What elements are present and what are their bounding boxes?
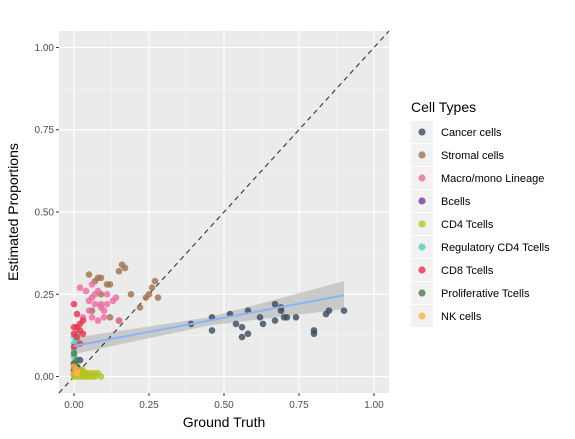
legend-label-bcells: Bcells bbox=[441, 196, 471, 208]
legend-marker-nk-cells bbox=[418, 312, 426, 320]
point-nk-cells bbox=[73, 369, 81, 377]
point-cd8-tcells bbox=[73, 310, 81, 318]
point-macro-mono-lineage bbox=[85, 307, 93, 315]
identity-line bbox=[58, 30, 390, 394]
point-stromal-cells bbox=[121, 264, 129, 272]
point-cancer-cells bbox=[340, 307, 348, 315]
y-tick-label: 0.00 bbox=[35, 372, 55, 383]
legend-label-nk-cells: NK cells bbox=[441, 311, 482, 323]
point-cancer-cells bbox=[325, 307, 333, 315]
point-cd8-tcells bbox=[79, 317, 87, 324]
points-layer bbox=[70, 261, 348, 380]
point-macro-mono-lineage bbox=[76, 284, 84, 291]
point-stromal-cells bbox=[106, 314, 114, 321]
point-macro-mono-lineage bbox=[115, 317, 123, 324]
x-tick-label: 0.75 bbox=[289, 400, 309, 411]
point-cancer-cells bbox=[259, 320, 267, 328]
point-macro-mono-lineage bbox=[94, 317, 102, 324]
legend-marker-regulatory-cd4-tcells bbox=[418, 243, 426, 251]
legend-marker-cancer-cells bbox=[418, 128, 426, 136]
y-tick-label: 0.75 bbox=[35, 125, 55, 136]
point-macro-mono-lineage bbox=[103, 290, 111, 298]
point-stromal-cells bbox=[154, 294, 162, 301]
point-cancer-cells bbox=[283, 314, 291, 321]
point-macro-mono-lineage bbox=[91, 300, 99, 308]
identity-line-layer bbox=[58, 30, 390, 394]
x-tick-label: 1.00 bbox=[364, 400, 384, 411]
point-macro-mono-lineage bbox=[88, 281, 96, 288]
legend-marker-cd4-tcells bbox=[418, 220, 426, 228]
point-cancer-cells bbox=[277, 307, 285, 315]
legend-label-cd4-tcells: CD4 Tcells bbox=[441, 219, 494, 231]
legend-label-regulatory-cd4-tcells: Regulatory CD4 Tcells bbox=[441, 242, 550, 254]
legend-marker-proliferative-tcells bbox=[418, 289, 426, 297]
point-stromal-cells bbox=[106, 281, 114, 288]
regression-line bbox=[73, 294, 345, 347]
point-proliferative-tcells bbox=[70, 350, 78, 357]
point-stromal-cells bbox=[115, 267, 123, 275]
point-proliferative-tcells bbox=[73, 356, 81, 364]
point-macro-mono-lineage bbox=[85, 297, 93, 305]
point-cd8-tcells bbox=[79, 330, 87, 338]
point-macro-mono-lineage bbox=[112, 294, 120, 301]
x-tick-label: 0.00 bbox=[64, 400, 84, 411]
point-cancer-cells bbox=[271, 317, 279, 324]
point-cancer-cells bbox=[310, 327, 318, 334]
regression-line-layer bbox=[73, 294, 345, 347]
legend: Cell Types Cancer cells Stromal cells Macr… bbox=[411, 99, 550, 327]
legend-marker-bcells bbox=[418, 197, 426, 205]
legend-label-cancer-cells: Cancer cells bbox=[441, 127, 502, 139]
point-macro-mono-lineage bbox=[94, 287, 102, 295]
point-cd8-tcells bbox=[73, 333, 81, 341]
point-nk-cells bbox=[70, 363, 78, 370]
point-stromal-cells bbox=[151, 277, 159, 285]
legend-label-macro-mono-lineage: Macro/mono Lineage bbox=[441, 173, 544, 185]
point-macro-mono-lineage bbox=[103, 300, 111, 308]
y-tick-label: 0.50 bbox=[35, 208, 55, 219]
point-macro-mono-lineage bbox=[88, 314, 96, 321]
legend-marker-macro-mono-lineage bbox=[418, 174, 426, 182]
point-stromal-cells bbox=[97, 274, 105, 282]
point-cancer-cells bbox=[232, 320, 240, 328]
point-cancer-cells bbox=[238, 323, 246, 331]
point-cd4-tcells bbox=[97, 373, 105, 380]
point-stromal-cells bbox=[85, 271, 93, 278]
x-axis-title: Ground Truth bbox=[183, 414, 266, 430]
legend-title: Cell Types bbox=[411, 99, 476, 115]
legend-marker-cd8-tcells bbox=[418, 266, 426, 274]
point-cancer-cells bbox=[208, 327, 216, 334]
point-stromal-cells bbox=[145, 290, 153, 298]
y-tick-label: 1.00 bbox=[35, 43, 55, 54]
legend-label-stromal-cells: Stromal cells bbox=[441, 150, 504, 162]
point-cancer-cells bbox=[244, 330, 252, 338]
point-stromal-cells bbox=[127, 290, 135, 298]
point-cd8-tcells bbox=[70, 323, 78, 331]
axis-ticks: 0.00 0.25 0.50 0.75 1.00 0.00 0.25 0.50 0.75 1.00 bbox=[35, 43, 385, 411]
point-cancer-cells bbox=[256, 314, 264, 321]
x-tick-label: 0.50 bbox=[214, 400, 234, 411]
y-axis-title: Estimated Proportions bbox=[5, 143, 21, 281]
y-tick-label: 0.25 bbox=[35, 290, 55, 301]
point-macro-mono-lineage bbox=[100, 314, 108, 321]
point-macro-mono-lineage bbox=[97, 304, 105, 311]
legend-items: Cancer cells Stromal cells Macro/mono Line… bbox=[411, 121, 550, 327]
point-cancer-cells bbox=[292, 314, 300, 321]
point-cancer-cells bbox=[238, 333, 246, 341]
point-macro-mono-lineage bbox=[82, 287, 90, 295]
point-cd8-tcells bbox=[70, 300, 78, 308]
legend-label-proliferative-tcells: Proliferative Tcells bbox=[441, 288, 530, 300]
legend-label-cd8-tcells: CD8 Tcells bbox=[441, 265, 494, 277]
point-cancer-cells bbox=[271, 300, 279, 308]
point-stromal-cells bbox=[148, 284, 156, 291]
x-tick-label: 0.25 bbox=[139, 400, 159, 411]
point-stromal-cells bbox=[136, 304, 144, 311]
legend-marker-stromal-cells bbox=[418, 151, 426, 159]
